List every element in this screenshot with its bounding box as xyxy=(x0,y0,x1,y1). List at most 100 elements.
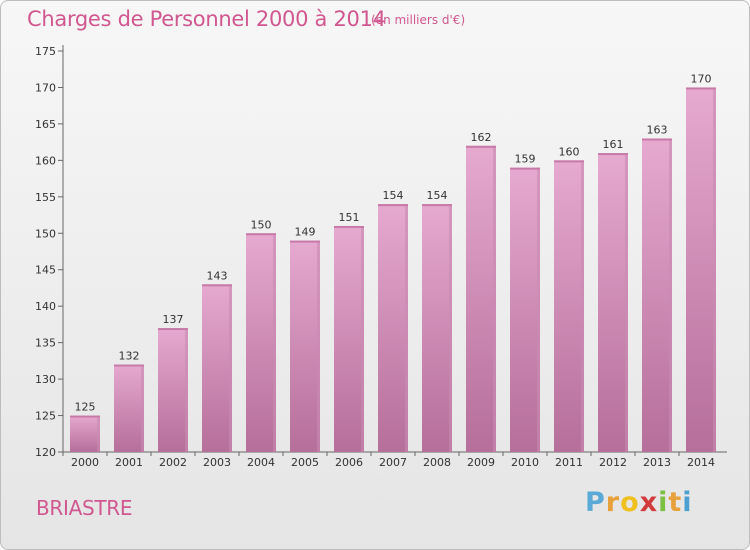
bar xyxy=(466,145,496,453)
bar-top-edge xyxy=(686,87,716,90)
bar-shade xyxy=(449,204,452,452)
bar-shade xyxy=(229,284,232,452)
data-label: 161 xyxy=(603,138,624,151)
y-tick-label: 155 xyxy=(35,191,56,204)
bar xyxy=(334,225,364,452)
bar-shade xyxy=(713,87,716,453)
y-tick-label: 160 xyxy=(35,154,56,167)
data-label: 162 xyxy=(471,131,492,144)
data-label: 170 xyxy=(691,72,712,85)
y-tick-label: 145 xyxy=(35,264,56,277)
bar-shade xyxy=(97,415,100,452)
logo-letter: i xyxy=(682,487,693,518)
x-tick-label: 2014 xyxy=(687,456,715,469)
logo-letter: r xyxy=(605,487,621,518)
data-label: 154 xyxy=(383,189,404,202)
proxiti-logo: Proxiti xyxy=(585,487,693,518)
x-tick-label: 2004 xyxy=(247,456,275,469)
bar xyxy=(70,415,100,452)
bar xyxy=(246,233,276,452)
y-tick-label: 135 xyxy=(35,337,56,350)
bar xyxy=(510,167,540,452)
bar-top-edge xyxy=(70,415,100,418)
bar-top-edge xyxy=(334,225,364,228)
bar xyxy=(686,87,716,453)
bar-shade xyxy=(185,328,188,452)
data-label: 150 xyxy=(251,218,272,231)
bar-top-edge xyxy=(114,364,144,367)
x-tick-label: 2010 xyxy=(511,456,539,469)
bar-top-edge xyxy=(466,145,496,148)
data-label: 154 xyxy=(427,189,448,202)
bar xyxy=(598,153,628,452)
chart-title: Charges de Personnel 2000 à 2014 xyxy=(27,7,386,31)
bar xyxy=(378,204,408,452)
x-tick-label: 2006 xyxy=(335,456,363,469)
bar-top-edge xyxy=(642,138,672,141)
bar-top-edge xyxy=(290,240,320,243)
bar-shade xyxy=(625,153,628,452)
x-tick-label: 2012 xyxy=(599,456,627,469)
logo-letter: P xyxy=(585,487,606,518)
bar-top-edge xyxy=(598,153,628,156)
data-label: 151 xyxy=(339,211,360,224)
y-tick-label: 170 xyxy=(35,81,56,94)
data-label: 160 xyxy=(559,145,580,158)
data-label: 163 xyxy=(647,123,668,136)
y-tick-label: 150 xyxy=(35,227,56,240)
x-tick-label: 2011 xyxy=(555,456,583,469)
x-tick-label: 2009 xyxy=(467,456,495,469)
y-tick-label: 165 xyxy=(35,118,56,131)
x-tick-label: 2002 xyxy=(159,456,187,469)
logo-letter: x xyxy=(639,487,659,518)
data-label: 143 xyxy=(207,269,228,282)
data-label: 159 xyxy=(515,153,536,166)
bar-shade xyxy=(405,204,408,452)
logo-letter: i xyxy=(658,487,669,518)
bar-shade xyxy=(537,167,540,452)
data-label: 149 xyxy=(295,226,316,239)
bar xyxy=(554,160,584,452)
bar-shade xyxy=(317,240,320,452)
bar-top-edge xyxy=(378,204,408,207)
data-label: 132 xyxy=(119,350,140,363)
bar-top-edge xyxy=(202,284,232,287)
x-tick-label: 2008 xyxy=(423,456,451,469)
bar-shade xyxy=(273,233,276,452)
bar-top-edge xyxy=(158,328,188,331)
bar-shade xyxy=(581,160,584,452)
logo-letter: t xyxy=(668,487,683,518)
bar xyxy=(202,284,232,452)
bars xyxy=(70,87,716,453)
axes: 120 125 130 135 140 145 150 155 160 165 170 175 2000… xyxy=(35,45,727,469)
bar-top-edge xyxy=(554,160,584,163)
place-name: BRIASTRE xyxy=(36,496,133,520)
bar xyxy=(642,138,672,452)
bar-top-edge xyxy=(510,167,540,170)
data-labels: 125 132 137 143 150 149 151 154 154 162 159 160 161 1… xyxy=(75,72,712,413)
bar-shade xyxy=(669,138,672,452)
x-tick-label: 2000 xyxy=(71,456,99,469)
bar xyxy=(290,240,320,452)
bar xyxy=(422,204,452,452)
bar xyxy=(158,328,188,452)
y-tick-label: 175 xyxy=(35,45,56,58)
x-tick-label: 2013 xyxy=(643,456,671,469)
x-tick-label: 2001 xyxy=(115,456,143,469)
y-tick-label: 120 xyxy=(35,446,56,459)
bar-shade xyxy=(361,225,364,452)
data-label: 137 xyxy=(163,313,184,326)
bar-shade xyxy=(493,145,496,453)
x-tick-label: 2007 xyxy=(379,456,407,469)
y-tick-label: 125 xyxy=(35,410,56,423)
bar xyxy=(114,364,144,452)
x-tick-label: 2005 xyxy=(291,456,319,469)
bar-top-edge xyxy=(246,233,276,236)
y-tick-label: 130 xyxy=(35,373,56,386)
x-tick-label: 2003 xyxy=(203,456,231,469)
bar-top-edge xyxy=(422,204,452,207)
bar-shade xyxy=(141,364,144,452)
logo-letter: o xyxy=(620,487,640,518)
